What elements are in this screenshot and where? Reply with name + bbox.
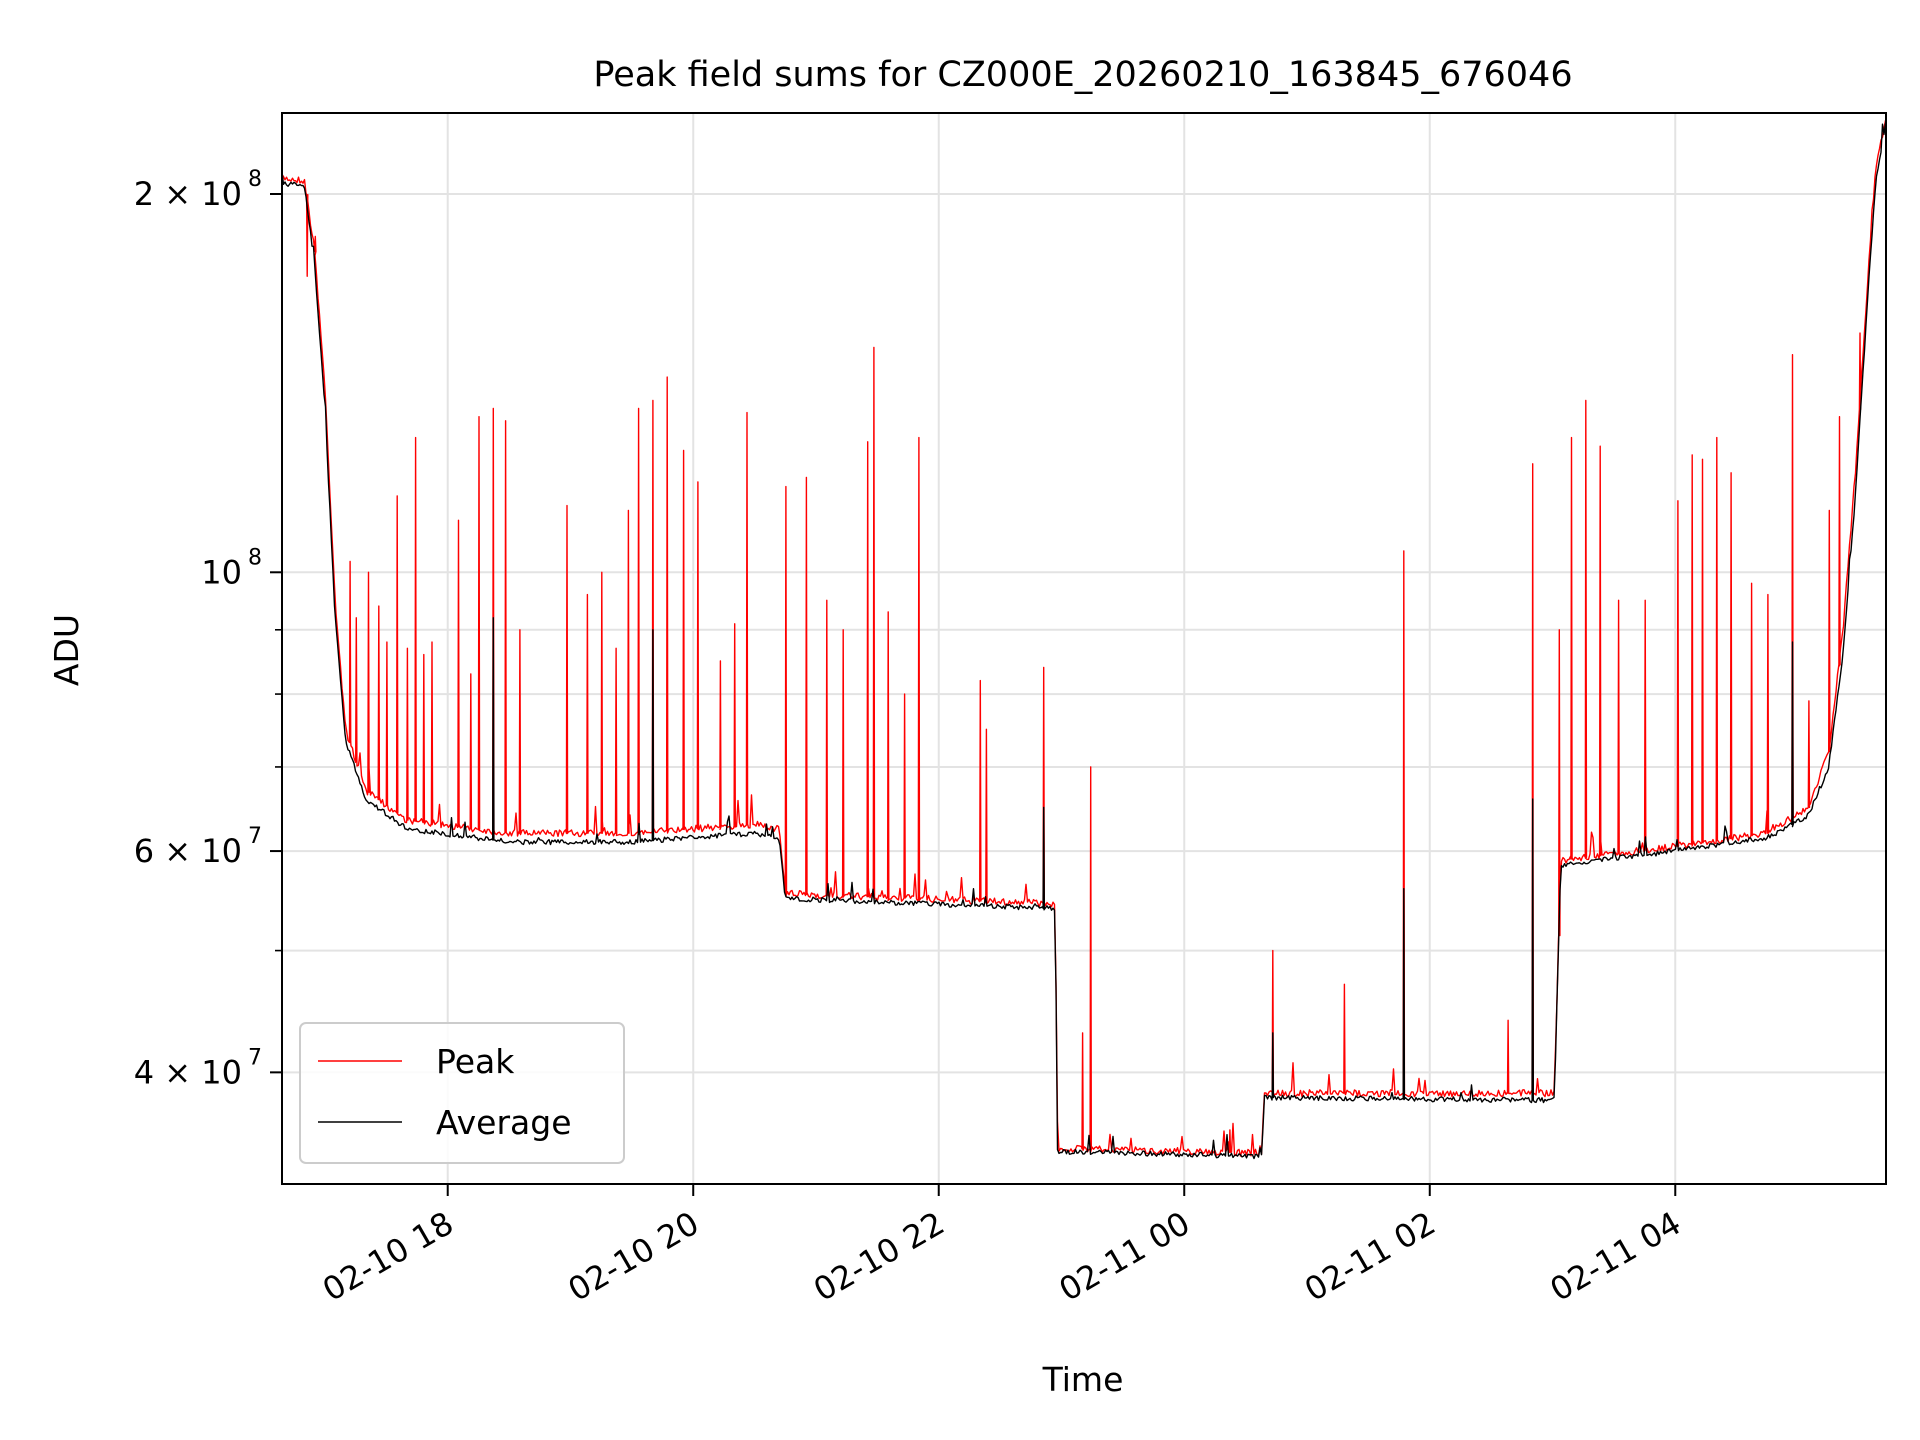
x-tick-label: 02-11 02 <box>1298 1204 1442 1309</box>
x-tick-label: 02-10 20 <box>562 1204 706 1309</box>
legend: Peak Average <box>299 1022 625 1164</box>
y-tick-exponent: 7 <box>248 824 262 849</box>
plot-lines <box>281 120 1887 1160</box>
legend-label-average: Average <box>436 1103 572 1142</box>
plot-area-frame <box>281 112 1887 1185</box>
series-line-peak <box>281 120 1887 1157</box>
y-tick-label: 4 × 10 <box>134 1053 242 1091</box>
chart-title: Peak field sums for CZ000E_20260210_1638… <box>593 55 1572 95</box>
y-axis-label: ADU <box>47 614 86 686</box>
y-tick-label: 6 × 10 <box>134 832 242 870</box>
series-line-average <box>281 122 1887 1160</box>
y-tick-exponent: 8 <box>248 167 262 192</box>
y-tick-exponent: 8 <box>248 545 262 570</box>
x-tick-label: 02-11 00 <box>1053 1204 1197 1309</box>
y-tick-exponent: 7 <box>248 1045 262 1070</box>
y-tick-label: 2 × 10 <box>134 175 242 213</box>
x-tick-label: 02-11 04 <box>1544 1204 1688 1309</box>
legend-label-peak: Peak <box>436 1042 515 1081</box>
legend-box <box>299 1022 625 1164</box>
x-tick-label: 02-10 18 <box>316 1204 460 1309</box>
y-tick-label: 10 <box>201 553 242 591</box>
x-tick-label: 02-10 22 <box>807 1204 951 1309</box>
x-axis-label: Time <box>1042 1360 1124 1399</box>
